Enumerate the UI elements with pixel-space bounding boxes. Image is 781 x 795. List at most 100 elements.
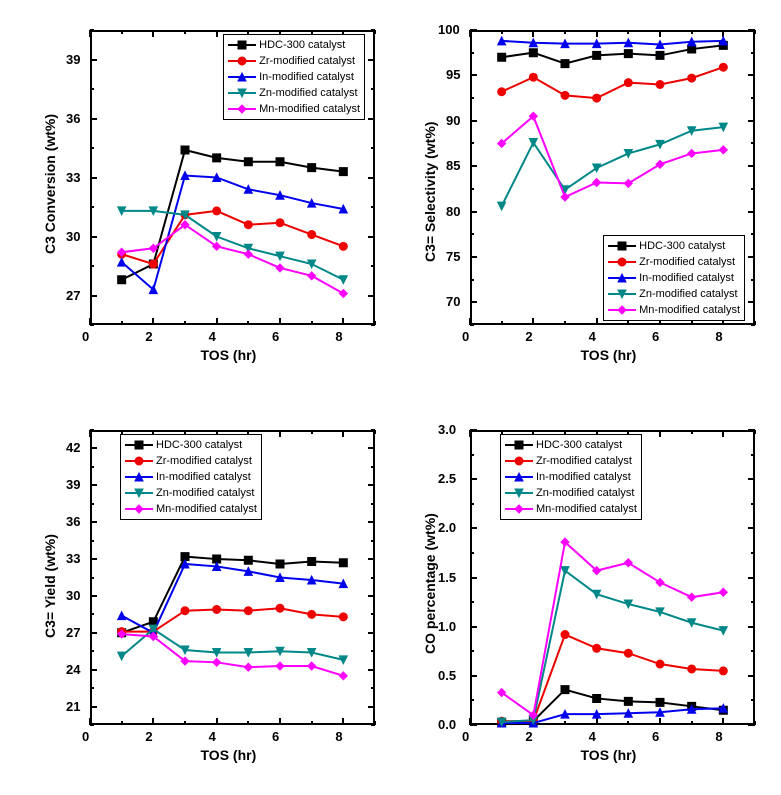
legend-item: Zr-modified catalyst — [608, 254, 740, 270]
x-tick-label: 8 — [715, 729, 722, 744]
legend-swatch — [125, 485, 153, 501]
x-tick-label: 2 — [145, 729, 152, 744]
series-marker-mn — [339, 290, 347, 298]
x-tick-label: 2 — [525, 329, 532, 344]
series-marker-zr — [561, 91, 569, 99]
x-tick-label: 6 — [272, 729, 279, 744]
series-marker-zr — [339, 242, 347, 250]
legend-label: HDC-300 catalyst — [156, 437, 242, 453]
y-tick-label: 27 — [66, 288, 80, 303]
legend-item: In-modified catalyst — [125, 469, 257, 485]
x-axis-title: TOS (hr) — [581, 747, 637, 763]
y-tick-label: 27 — [66, 625, 80, 640]
y-axis-title: C3= Selectivity (wt%) — [422, 121, 438, 261]
legend-swatch — [505, 485, 533, 501]
legend-swatch — [608, 270, 636, 286]
series-marker-zr — [624, 649, 632, 657]
legend-swatch — [125, 469, 153, 485]
legend-label: Zr-modified catalyst — [639, 254, 735, 270]
legend-item: HDC-300 catalyst — [228, 37, 360, 53]
legend-label: In-modified catalyst — [536, 469, 631, 485]
y-tick-label: 36 — [66, 514, 80, 529]
plot-area: HDC-300 catalystZr-modified catalystIn-m… — [90, 30, 375, 325]
x-tick-label: 8 — [335, 729, 342, 744]
y-tick-label: 21 — [66, 699, 80, 714]
y-tick-label: 0.0 — [438, 717, 456, 732]
legend-label: Mn-modified catalyst — [536, 501, 637, 517]
x-tick-label: 6 — [652, 329, 659, 344]
y-tick-label: 30 — [66, 588, 80, 603]
series-marker-hdc — [624, 697, 632, 705]
legend-label: Zn-modified catalyst — [259, 85, 357, 101]
legend-swatch — [505, 501, 533, 517]
legend-label: HDC-300 catalyst — [536, 437, 622, 453]
legend-item: In-modified catalyst — [505, 469, 637, 485]
series-line-zr — [502, 67, 724, 98]
legend-item: HDC-300 catalyst — [608, 238, 740, 254]
legend-label: Zr-modified catalyst — [536, 453, 632, 469]
x-tick-label: 8 — [335, 329, 342, 344]
x-tick-label: 2 — [525, 729, 532, 744]
legend-swatch — [608, 286, 636, 302]
series-marker-mn — [719, 146, 727, 154]
legend-swatch — [228, 53, 256, 69]
legend-item: Zr-modified catalyst — [228, 53, 360, 69]
x-tick-label: 2 — [145, 329, 152, 344]
legend-label: In-modified catalyst — [259, 69, 354, 85]
series-marker-zr — [498, 88, 506, 96]
y-tick-label: 90 — [446, 113, 460, 128]
legend-item: In-modified catalyst — [608, 270, 740, 286]
x-tick-label: 4 — [209, 729, 216, 744]
y-tick-label: 100 — [438, 22, 460, 37]
series-marker-zr — [688, 665, 696, 673]
y-axis-title: C3 Conversion (wt%) — [42, 113, 58, 253]
series-marker-zr — [624, 79, 632, 87]
x-tick-label: 0 — [82, 329, 89, 344]
legend-item: Zn-modified catalyst — [125, 485, 257, 501]
series-marker-hdc — [624, 50, 632, 58]
legend-item: In-modified catalyst — [228, 69, 360, 85]
series-marker-zr — [244, 221, 252, 229]
legend-label: HDC-300 catalyst — [259, 37, 345, 53]
y-tick-label: 33 — [66, 551, 80, 566]
legend-label: Mn-modified catalyst — [259, 101, 360, 117]
series-marker-hdc — [498, 53, 506, 61]
series-marker-mn — [593, 178, 601, 186]
plot-area: HDC-300 catalystZr-modified catalystIn-m… — [470, 30, 755, 325]
series-marker-zr — [213, 207, 221, 215]
legend-label: Mn-modified catalyst — [156, 501, 257, 517]
series-marker-zr — [561, 631, 569, 639]
series-marker-hdc — [308, 558, 316, 566]
y-tick-label: 95 — [446, 67, 460, 82]
legend-item: Zn-modified catalyst — [505, 485, 637, 501]
y-tick-label: 70 — [446, 294, 460, 309]
series-marker-mn — [244, 663, 252, 671]
series-marker-zr — [308, 231, 316, 239]
legend-item: Zr-modified catalyst — [125, 453, 257, 469]
y-tick-label: 33 — [66, 170, 80, 185]
legend-swatch — [228, 37, 256, 53]
series-marker-zr — [213, 605, 221, 613]
y-tick-label: 1.5 — [438, 570, 456, 585]
y-tick-label: 2.0 — [438, 520, 456, 535]
series-marker-hdc — [339, 168, 347, 176]
series-marker-zr — [339, 613, 347, 621]
series-marker-zn — [339, 276, 347, 284]
y-tick-label: 39 — [66, 477, 80, 492]
legend-item: Mn-modified catalyst — [228, 101, 360, 117]
legend-swatch — [505, 453, 533, 469]
series-marker-hdc — [276, 560, 284, 568]
legend-label: In-modified catalyst — [156, 469, 251, 485]
legend-item: Zr-modified catalyst — [505, 453, 637, 469]
legend-swatch — [228, 85, 256, 101]
legend-swatch — [505, 437, 533, 453]
series-marker-hdc — [276, 158, 284, 166]
series-marker-hdc — [656, 51, 664, 59]
legend-item: HDC-300 catalyst — [125, 437, 257, 453]
y-axis-title: CO percentage (wt%) — [422, 513, 438, 654]
legend-swatch — [505, 469, 533, 485]
series-marker-zn — [498, 202, 506, 210]
x-axis-title: TOS (hr) — [581, 347, 637, 363]
legend-item: Mn-modified catalyst — [125, 501, 257, 517]
series-marker-hdc — [118, 276, 126, 284]
